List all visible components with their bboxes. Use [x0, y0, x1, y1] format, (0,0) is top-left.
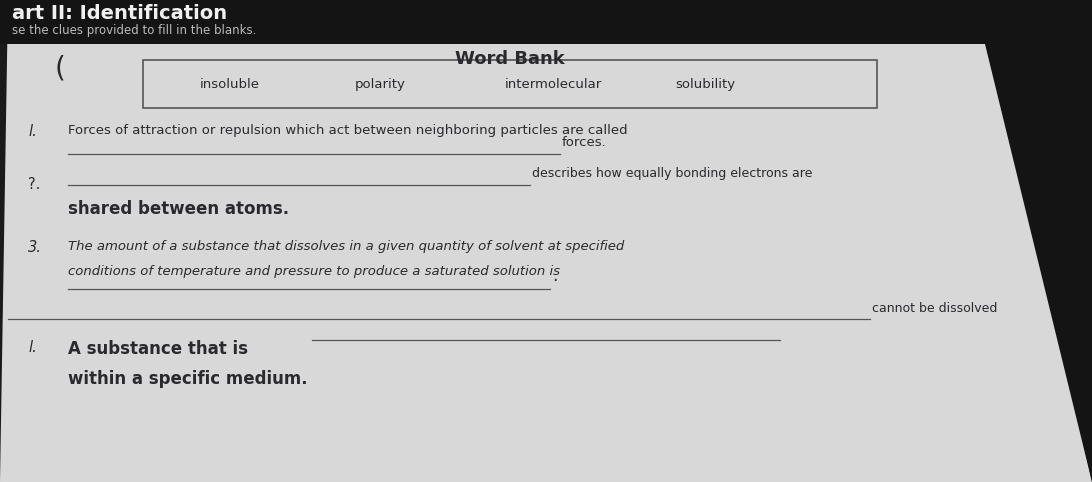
Text: insoluble: insoluble — [200, 78, 260, 91]
FancyBboxPatch shape — [143, 60, 877, 108]
Text: intermolecular: intermolecular — [505, 78, 603, 91]
Text: A substance that is: A substance that is — [68, 340, 248, 358]
Text: (: ( — [55, 54, 66, 82]
Text: art II: Identification: art II: Identification — [12, 4, 227, 23]
Text: conditions of temperature and pressure to produce a saturated solution is: conditions of temperature and pressure t… — [68, 265, 560, 278]
Text: l.: l. — [28, 124, 37, 139]
Polygon shape — [985, 0, 1092, 482]
Text: cannot be dissolved: cannot be dissolved — [873, 302, 997, 315]
Text: .: . — [551, 267, 558, 285]
Text: within a specific medium.: within a specific medium. — [68, 370, 308, 388]
Text: Forces of attraction or repulsion which act between neighboring particles are ca: Forces of attraction or repulsion which … — [68, 124, 628, 137]
Text: solubility: solubility — [675, 78, 735, 91]
Polygon shape — [0, 0, 985, 44]
Text: The amount of a substance that dissolves in a given quantity of solvent at speci: The amount of a substance that dissolves… — [68, 240, 625, 253]
Text: describes how equally bonding electrons are: describes how equally bonding electrons … — [532, 167, 812, 180]
Text: ?.: ?. — [28, 177, 40, 192]
Text: polarity: polarity — [355, 78, 406, 91]
Text: shared between atoms.: shared between atoms. — [68, 200, 289, 218]
Text: forces.: forces. — [562, 136, 607, 149]
Text: l.: l. — [28, 340, 37, 355]
Text: Word Bank: Word Bank — [455, 50, 565, 68]
Text: se the clues provided to fill in the blanks.: se the clues provided to fill in the bla… — [12, 24, 257, 37]
Text: 3.: 3. — [28, 240, 41, 255]
